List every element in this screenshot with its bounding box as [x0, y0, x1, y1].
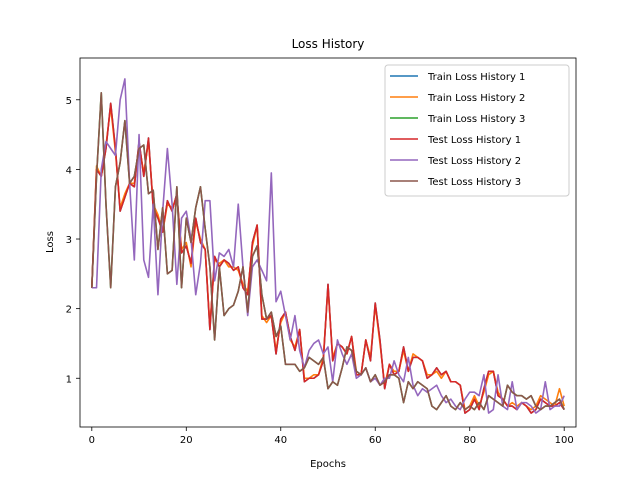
- x-tick-label: 60: [369, 435, 382, 446]
- x-tick-label: 80: [463, 435, 476, 446]
- legend-label: Test Loss History 1: [427, 135, 521, 146]
- legend-label: Train Loss History 3: [427, 114, 525, 125]
- chart-title: Loss History: [292, 37, 365, 51]
- legend-label: Test Loss History 2: [427, 156, 521, 167]
- legend: Train Loss History 1 Train Loss History 2…: [384, 64, 570, 197]
- x-axis-label: Epochs: [310, 459, 346, 470]
- y-tick-label: 2: [66, 305, 72, 316]
- series-line-6: [91, 92, 565, 411]
- series-line-5: [91, 78, 565, 414]
- axes-frame: [79, 57, 577, 428]
- y-tick-label: 4: [66, 165, 72, 176]
- legend-label: Train Loss History 1: [427, 72, 525, 83]
- plot-area: [91, 78, 565, 414]
- y-axis: 1 2 3 4 5: [66, 96, 80, 385]
- x-tick-label: 40: [274, 435, 287, 446]
- legend-label: Test Loss History 3: [427, 177, 521, 188]
- y-tick-label: 1: [66, 374, 72, 385]
- x-axis: 0 20 40 60 80 100: [89, 427, 574, 446]
- x-tick-label: 100: [555, 435, 574, 446]
- x-tick-label: 0: [89, 435, 95, 446]
- y-tick-label: 5: [66, 96, 72, 107]
- y-axis-label: Loss: [45, 231, 56, 253]
- x-tick-label: 20: [180, 435, 193, 446]
- y-tick-label: 3: [66, 235, 72, 246]
- legend-box: [384, 64, 570, 197]
- legend-label: Train Loss History 2: [427, 93, 525, 104]
